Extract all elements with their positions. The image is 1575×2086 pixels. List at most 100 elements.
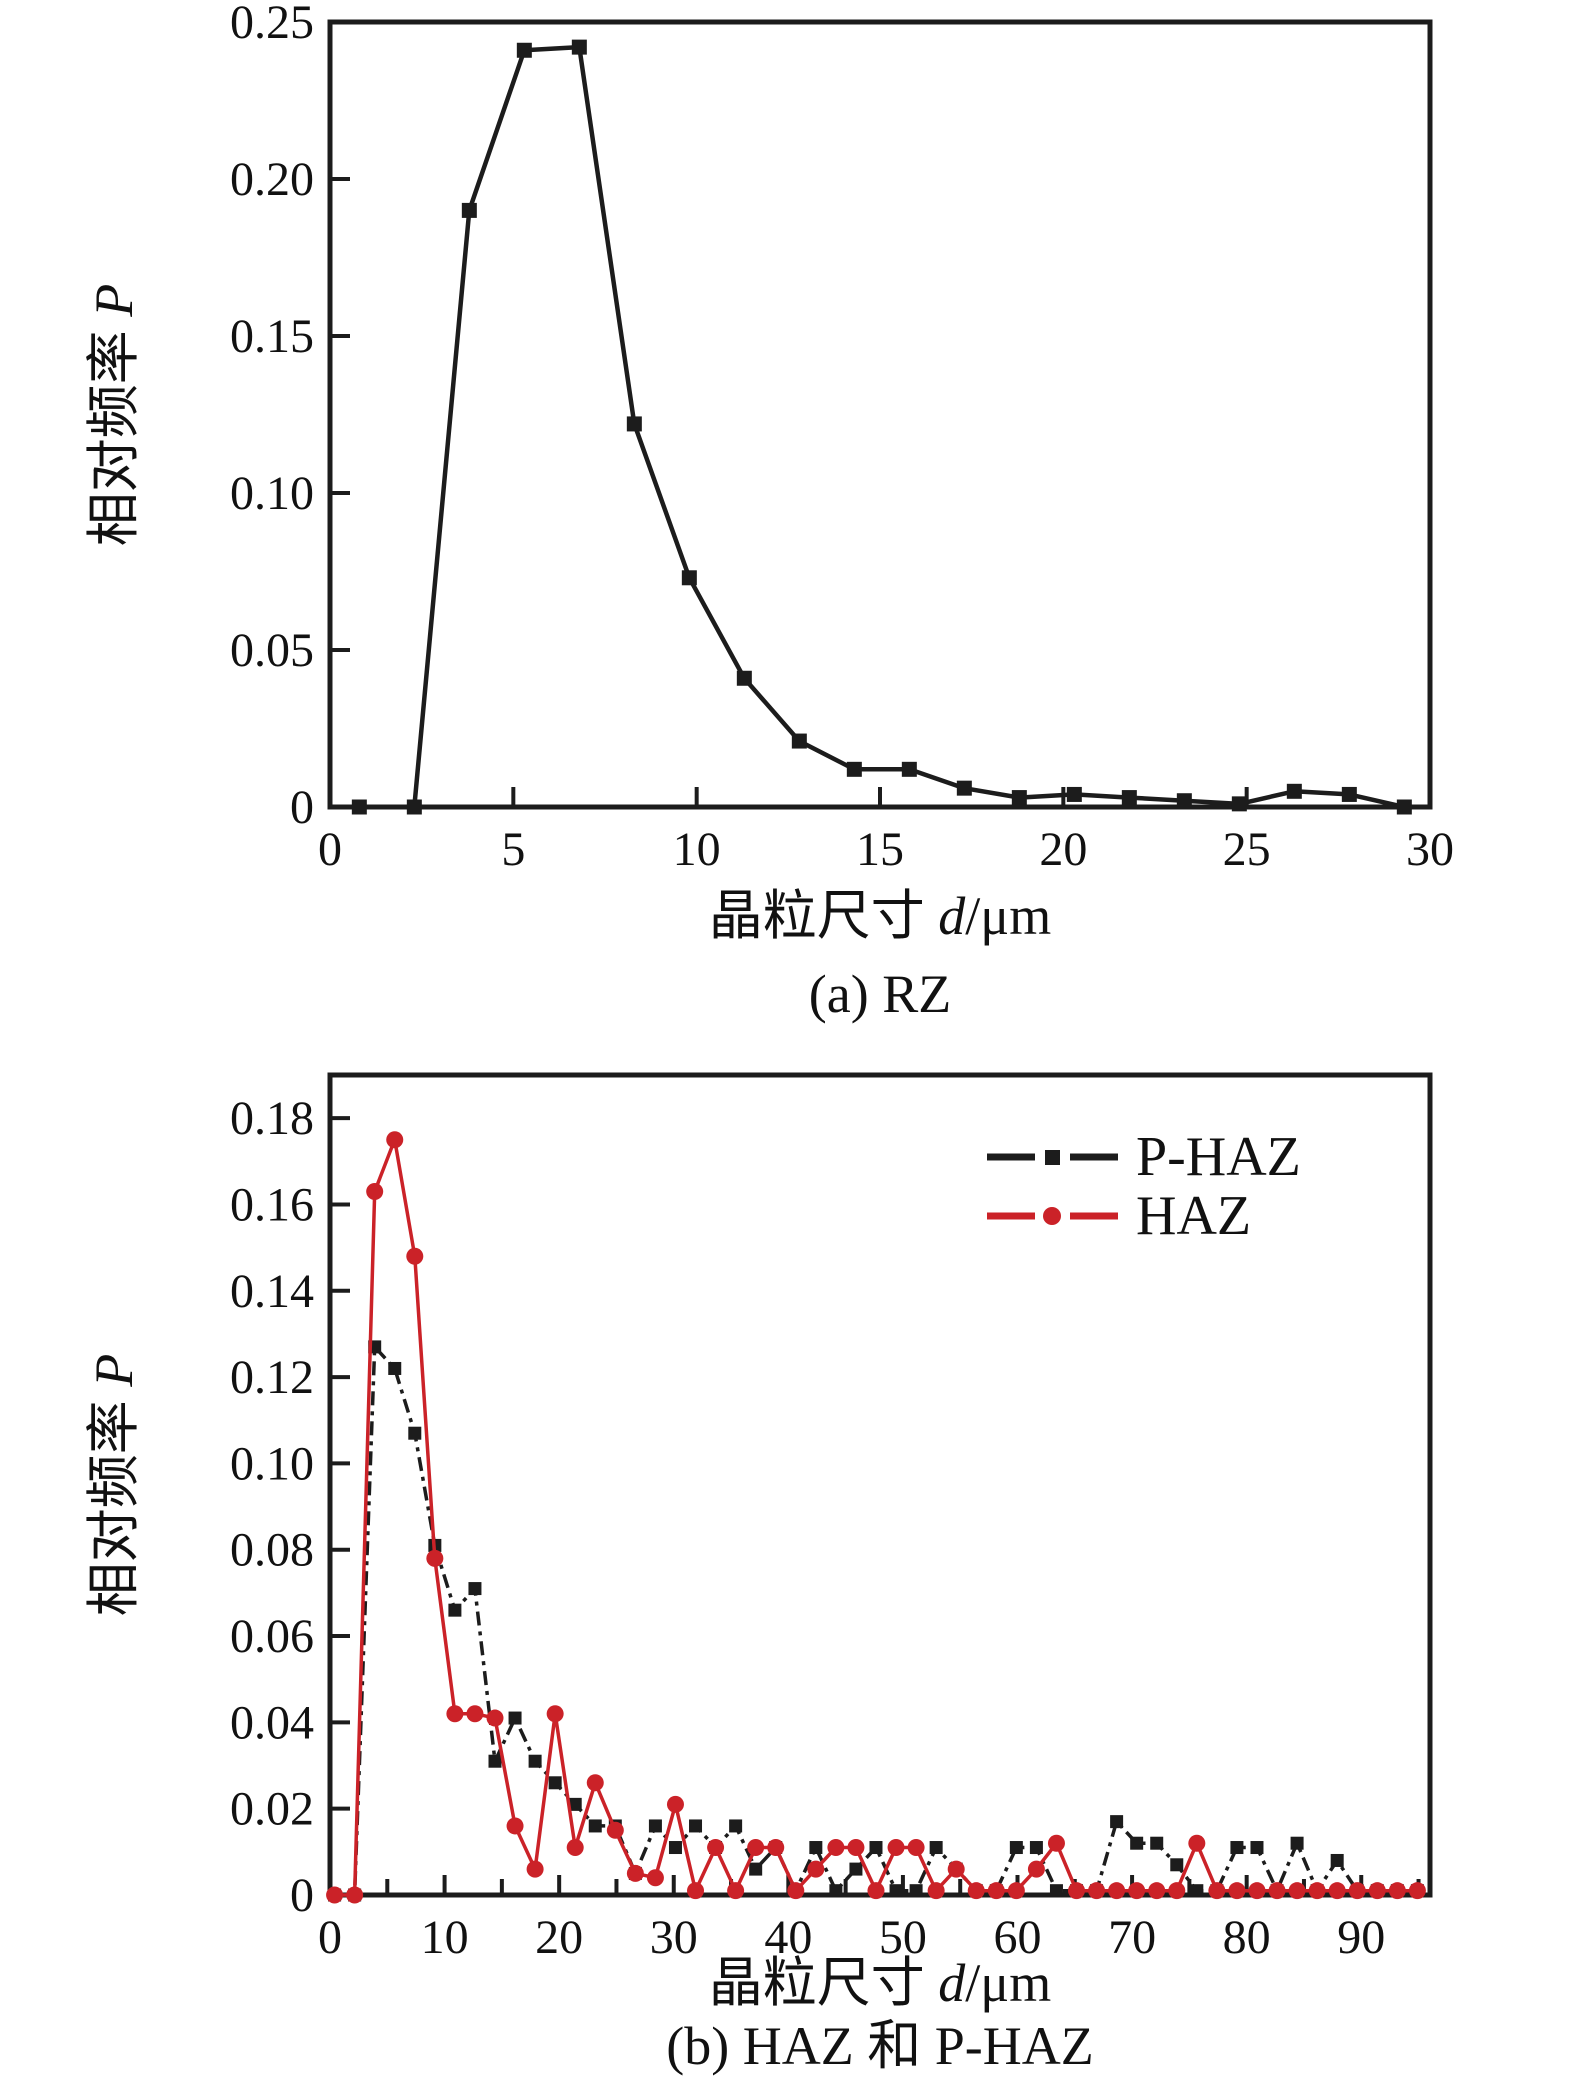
data-point-marker-haz bbox=[887, 1839, 905, 1857]
data-point-marker-haz bbox=[1268, 1882, 1286, 1900]
data-point-marker-rz bbox=[406, 799, 422, 815]
haz-line-marker-icon bbox=[987, 1206, 1118, 1225]
y-tick-label: 0.12 bbox=[230, 1351, 314, 1404]
data-point-marker-haz bbox=[907, 1839, 925, 1857]
data-point-marker-rz bbox=[1341, 786, 1357, 802]
data-point-marker-p-haz bbox=[1170, 1858, 1184, 1872]
data-point-marker-haz bbox=[767, 1839, 785, 1857]
data-point-marker-haz bbox=[426, 1549, 444, 1567]
data-point-marker-haz bbox=[707, 1839, 725, 1857]
data-point-marker-haz bbox=[346, 1886, 364, 1904]
chart-b-x-axis-title-text: 晶粒尺寸 bbox=[708, 1953, 939, 2013]
data-point-marker-p-haz bbox=[689, 1819, 703, 1833]
data-point-marker-p-haz bbox=[1330, 1853, 1344, 1867]
chart-a-y-axis-title: 相对频率 P bbox=[82, 35, 146, 795]
data-point-marker-haz bbox=[626, 1864, 644, 1882]
data-point-marker-rz bbox=[791, 733, 807, 749]
data-point-marker-p-haz bbox=[1009, 1841, 1023, 1855]
data-point-marker-haz bbox=[446, 1705, 464, 1723]
y-tick-label: 0.10 bbox=[230, 1437, 314, 1490]
data-point-marker-haz bbox=[1047, 1834, 1065, 1852]
data-point-marker-haz bbox=[967, 1882, 985, 1900]
series-line-rz bbox=[359, 44, 1405, 810]
x-tick-label: 10 bbox=[421, 1911, 469, 1960]
data-point-marker-rz bbox=[1396, 799, 1412, 815]
data-point-marker-rz bbox=[461, 202, 477, 218]
data-point-marker-p-haz bbox=[388, 1361, 402, 1375]
data-point-marker-haz bbox=[366, 1183, 384, 1201]
data-point-marker-haz bbox=[1188, 1834, 1206, 1852]
data-point-marker-p-haz bbox=[1250, 1841, 1264, 1855]
data-point-marker-p-haz bbox=[809, 1841, 823, 1855]
chart-b-x-axis-title: 晶粒尺寸 d/μm bbox=[330, 1955, 1430, 2011]
data-point-marker-p-haz bbox=[929, 1841, 943, 1855]
data-point-marker-p-haz bbox=[1029, 1841, 1043, 1855]
y-tick-label: 0.05 bbox=[230, 624, 314, 677]
chart-a-x-axis-title-symbol: d bbox=[938, 886, 966, 946]
data-point-marker-haz bbox=[927, 1882, 945, 1900]
data-point-marker-haz bbox=[606, 1821, 624, 1839]
data-point-marker-p-haz bbox=[668, 1841, 682, 1855]
data-point-marker-haz bbox=[947, 1860, 965, 1878]
data-point-marker-haz bbox=[406, 1247, 424, 1265]
x-tick-label: 90 bbox=[1337, 1911, 1385, 1960]
data-point-marker-haz bbox=[386, 1131, 404, 1149]
chart-a-caption: (a) RZ bbox=[808, 964, 952, 1024]
chart-b-canvas: 0 10 20 30 40 50 60 70 80 90 0 0.02 0.04 0.06 0.08 0.10… bbox=[230, 1072, 1433, 1960]
y-tick-label: 0.18 bbox=[230, 1092, 314, 1145]
x-tick-label: 10 bbox=[673, 823, 721, 876]
data-point-marker-p-haz bbox=[889, 1884, 903, 1898]
data-point-marker-haz bbox=[486, 1709, 504, 1727]
data-point-marker-rz bbox=[1176, 793, 1192, 809]
data-point-marker-rz bbox=[681, 570, 697, 586]
data-point-marker-haz bbox=[1228, 1882, 1246, 1900]
data-point-marker-haz bbox=[987, 1882, 1005, 1900]
y-tick-label: 0.04 bbox=[230, 1696, 314, 1749]
y-tick-label: 0.15 bbox=[230, 310, 314, 363]
data-point-marker-rz bbox=[571, 39, 587, 55]
chart-b-x-axis-title-unit: /μm bbox=[965, 1953, 1052, 2013]
data-point-marker-haz bbox=[1288, 1882, 1306, 1900]
data-point-marker-haz bbox=[546, 1705, 564, 1723]
data-point-marker-p-haz bbox=[1190, 1884, 1204, 1898]
data-point-marker-haz bbox=[747, 1839, 765, 1857]
data-point-marker-haz bbox=[1108, 1882, 1126, 1900]
chart-a-canvas: 0 5 10 15 20 25 30 0 0.05 0.10 0.15 0.20 0.25 bbox=[230, 0, 1454, 876]
data-point-marker-p-haz bbox=[1230, 1841, 1244, 1855]
series-line-p-haz bbox=[334, 1345, 1418, 1897]
y-tick-label: 0.08 bbox=[230, 1524, 314, 1577]
y-tick-label: 0 bbox=[290, 781, 314, 834]
series-line-haz bbox=[334, 1137, 1418, 1897]
data-point-marker-rz bbox=[1286, 783, 1302, 799]
x-tick-label: 30 bbox=[650, 1911, 698, 1960]
chart-a-x-axis-title: 晶粒尺寸 d/μm bbox=[330, 888, 1430, 944]
data-point-marker-p-haz bbox=[849, 1862, 863, 1876]
data-point-marker-haz bbox=[687, 1882, 705, 1900]
data-point-marker-haz bbox=[1128, 1882, 1146, 1900]
data-point-marker-haz bbox=[1007, 1882, 1025, 1900]
y-tick-label: 0.10 bbox=[230, 467, 314, 520]
chart-b-y-axis-title-symbol: P bbox=[84, 1353, 144, 1387]
chart-a-y-axis-title-text: 相对频率 bbox=[84, 316, 144, 547]
data-point-marker-haz bbox=[1148, 1882, 1166, 1900]
data-point-marker-p-haz bbox=[909, 1884, 923, 1898]
y-tick-label: 0.06 bbox=[230, 1610, 314, 1663]
x-tick-label: 30 bbox=[1406, 823, 1454, 876]
chart-b-x-axis-title-symbol: d bbox=[938, 1953, 966, 2013]
data-point-marker-p-haz bbox=[1150, 1836, 1164, 1850]
data-point-marker-haz bbox=[1388, 1882, 1406, 1900]
legend-label-p-haz: P-HAZ bbox=[1136, 1125, 1301, 1188]
data-point-marker-haz bbox=[847, 1839, 865, 1857]
data-point-marker-haz bbox=[727, 1882, 745, 1900]
data-point-marker-haz bbox=[566, 1839, 584, 1857]
x-tick-label: 0 bbox=[318, 823, 342, 876]
data-point-marker-haz bbox=[1248, 1882, 1266, 1900]
data-point-marker-rz bbox=[846, 761, 862, 777]
y-tick-label: 0.02 bbox=[230, 1783, 314, 1836]
x-tick-label: 60 bbox=[994, 1911, 1042, 1960]
x-tick-label: 70 bbox=[1108, 1911, 1156, 1960]
legend-row-haz: HAZ bbox=[985, 1186, 1301, 1245]
data-point-marker-haz bbox=[466, 1705, 484, 1723]
data-point-marker-rz bbox=[1231, 796, 1247, 812]
data-point-marker-haz bbox=[1368, 1882, 1386, 1900]
